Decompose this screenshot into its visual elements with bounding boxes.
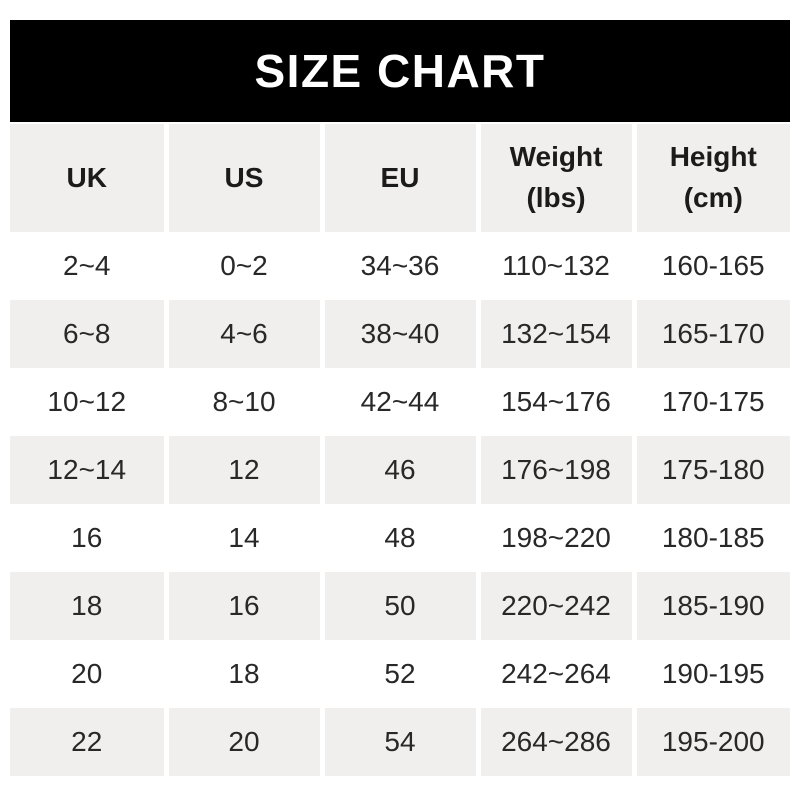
table-cell: 170-175 bbox=[631, 368, 790, 436]
table-cell: 185-190 bbox=[631, 572, 790, 640]
table-cell: 264~286 bbox=[475, 708, 634, 776]
table-row: 10~12 8~10 42~44 154~176 170-175 bbox=[10, 368, 790, 436]
table-cell: 2~4 bbox=[10, 232, 166, 300]
table-cell: 242~264 bbox=[475, 640, 634, 708]
table-row: 12~14 12 46 176~198 175-180 bbox=[10, 436, 790, 504]
column-header-uk: UK bbox=[10, 124, 166, 232]
column-header-eu: EU bbox=[319, 124, 478, 232]
table-cell: 20 bbox=[10, 640, 166, 708]
table-cell: 160-165 bbox=[631, 232, 790, 300]
table-row: 16 14 48 198~220 180-185 bbox=[10, 504, 790, 572]
column-header-weight-lbs: Weight (lbs) bbox=[475, 124, 634, 232]
table-cell: 198~220 bbox=[475, 504, 634, 572]
table-cell: 8~10 bbox=[163, 368, 322, 436]
table-cell: 220~242 bbox=[475, 572, 634, 640]
table-cell: 46 bbox=[319, 436, 478, 504]
table-cell: 0~2 bbox=[163, 232, 322, 300]
table-cell: 6~8 bbox=[10, 300, 166, 368]
table-cell: 12~14 bbox=[10, 436, 166, 504]
page-title: SIZE CHART bbox=[254, 45, 546, 97]
table-cell: 34~36 bbox=[319, 232, 478, 300]
table-cell: 42~44 bbox=[319, 368, 478, 436]
table-cell: 20 bbox=[163, 708, 322, 776]
table-cell: 110~132 bbox=[475, 232, 634, 300]
header-row: UK US EU Weight (lbs) Height (cm) bbox=[10, 124, 790, 232]
size-table-body: 2~4 0~2 34~36 110~132 160-165 6~8 4~6 38~40 132~… bbox=[10, 232, 790, 776]
table-cell: 14 bbox=[163, 504, 322, 572]
table-cell: 154~176 bbox=[475, 368, 634, 436]
table-cell: 12 bbox=[163, 436, 322, 504]
column-header-us: US bbox=[163, 124, 322, 232]
table-cell: 10~12 bbox=[10, 368, 166, 436]
table-cell: 18 bbox=[163, 640, 322, 708]
table-row: 18 16 50 220~242 185-190 bbox=[10, 572, 790, 640]
table-cell: 180-185 bbox=[631, 504, 790, 572]
table-cell: 195-200 bbox=[631, 708, 790, 776]
column-header-height-cm: Height (cm) bbox=[631, 124, 790, 232]
table-cell: 52 bbox=[319, 640, 478, 708]
table-cell: 175-180 bbox=[631, 436, 790, 504]
table-cell: 165-170 bbox=[631, 300, 790, 368]
table-cell: 50 bbox=[319, 572, 478, 640]
table-cell: 22 bbox=[10, 708, 166, 776]
title-banner: SIZE CHART bbox=[10, 20, 790, 122]
table-cell: 16 bbox=[163, 572, 322, 640]
table-cell: 48 bbox=[319, 504, 478, 572]
table-row: 2~4 0~2 34~36 110~132 160-165 bbox=[10, 232, 790, 300]
table-cell: 54 bbox=[319, 708, 478, 776]
table-cell: 132~154 bbox=[475, 300, 634, 368]
table-cell: 16 bbox=[10, 504, 166, 572]
table-cell: 190-195 bbox=[631, 640, 790, 708]
table-cell: 18 bbox=[10, 572, 166, 640]
table-row: 22 20 54 264~286 195-200 bbox=[10, 708, 790, 776]
table-cell: 4~6 bbox=[163, 300, 322, 368]
size-table-head: UK US EU Weight (lbs) Height (cm) bbox=[10, 124, 790, 232]
table-cell: 38~40 bbox=[319, 300, 478, 368]
table-row: 20 18 52 242~264 190-195 bbox=[10, 640, 790, 708]
size-table: UK US EU Weight (lbs) Height (cm) 2~4 0~2 34~36 1… bbox=[10, 124, 790, 776]
table-row: 6~8 4~6 38~40 132~154 165-170 bbox=[10, 300, 790, 368]
table-cell: 176~198 bbox=[475, 436, 634, 504]
